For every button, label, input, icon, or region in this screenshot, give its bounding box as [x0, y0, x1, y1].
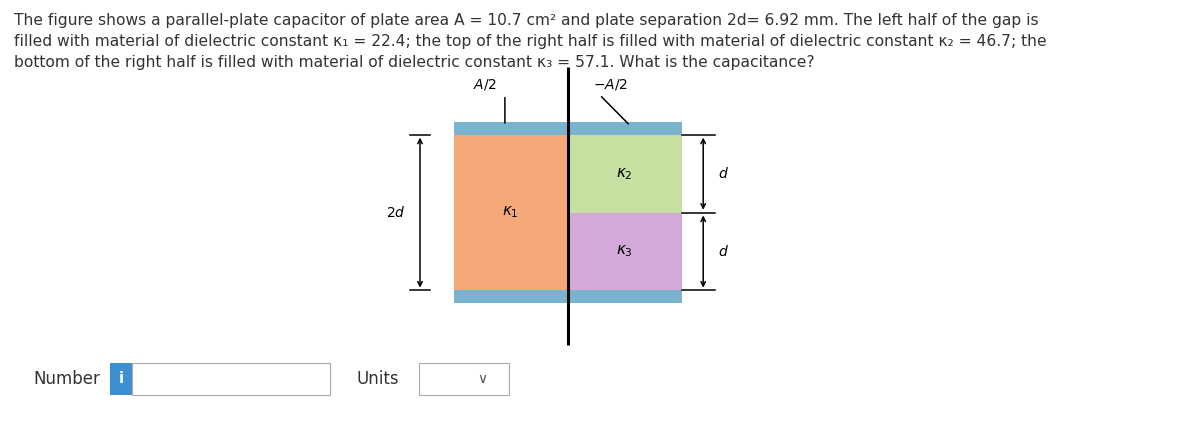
Bar [568, 135, 682, 213]
Text: $\kappa_1$: $\kappa_1$ [503, 205, 518, 221]
Text: Units: Units [356, 370, 400, 388]
Text: i: i [119, 371, 124, 386]
Bar [568, 213, 682, 290]
Text: $d$: $d$ [718, 166, 728, 181]
Text: $\kappa_2$: $\kappa_2$ [617, 166, 632, 181]
Bar [454, 135, 568, 290]
Text: $-A/2$: $-A/2$ [593, 77, 628, 92]
Bar [419, 363, 509, 395]
Text: ∨: ∨ [476, 372, 487, 386]
Text: $\kappa_3$: $\kappa_3$ [616, 244, 634, 259]
Text: $d$: $d$ [718, 244, 728, 259]
Bar [454, 122, 682, 135]
Text: Number: Number [34, 370, 101, 388]
Bar [132, 363, 330, 395]
Text: $A/2$: $A/2$ [473, 77, 497, 92]
Bar [454, 290, 682, 303]
Text: The figure shows a parallel-plate capacitor of plate area A = 10.7 cm² and plate: The figure shows a parallel-plate capaci… [14, 13, 1048, 69]
Bar [110, 363, 132, 395]
Text: $2d$: $2d$ [386, 205, 406, 220]
